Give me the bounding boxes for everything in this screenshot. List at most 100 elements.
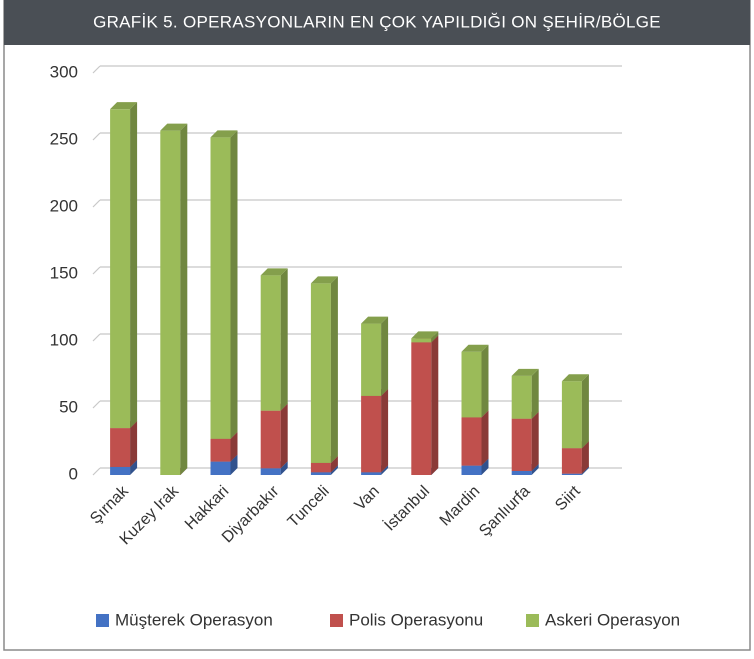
title-bar: [4, 0, 750, 45]
bar-front: [461, 351, 482, 418]
bar-side: [330, 276, 338, 463]
bar-front: [260, 410, 281, 469]
bar-segment: [561, 374, 589, 449]
bar-side: [381, 388, 389, 473]
bar-front: [260, 275, 281, 411]
bar-side: [581, 441, 589, 474]
bar-side: [280, 268, 288, 411]
bar-side: [531, 368, 539, 419]
bar-segment: [310, 276, 338, 463]
bar-top: [461, 344, 489, 352]
bar-segment: [511, 368, 539, 419]
bar-side: [481, 344, 489, 418]
bar-side: [180, 123, 188, 476]
y-tick-label: 0: [69, 464, 78, 483]
bar-side: [230, 431, 238, 462]
bar-front: [511, 418, 532, 471]
bar-top: [411, 331, 439, 339]
bar-front: [511, 470, 532, 475]
bar-side: [531, 463, 539, 475]
bar-top: [210, 130, 238, 138]
grid-line-side: [92, 467, 101, 476]
bar-top: [361, 316, 389, 324]
bar-front: [210, 137, 231, 439]
bar-front: [210, 438, 231, 462]
bar-top: [511, 368, 539, 376]
grid-line-side: [92, 199, 101, 208]
chart-title: GRAFİK 5. OPERASYONLARIN EN ÇOK YAPILDIĞ…: [93, 12, 661, 31]
bar-side: [431, 331, 439, 343]
bar-top: [160, 123, 188, 131]
bar-front: [411, 338, 432, 343]
bar-front: [361, 472, 382, 475]
y-tick-label: 250: [50, 129, 78, 148]
grid-line-side: [92, 132, 101, 141]
bar-segment: [361, 316, 389, 396]
bar-segment: [110, 102, 138, 429]
bar-side: [280, 403, 288, 469]
bar-side: [130, 459, 138, 475]
bar-front: [110, 428, 131, 467]
grid-line-side: [92, 266, 101, 275]
bar-front: [310, 283, 331, 463]
bar-side: [130, 421, 138, 467]
bar-segment: [210, 130, 238, 439]
bar-front: [110, 466, 131, 475]
bar-side: [481, 458, 489, 475]
bar-segment: [260, 403, 288, 469]
bar-front: [160, 130, 181, 475]
bar-side: [581, 374, 589, 449]
legend-swatch: [96, 614, 109, 627]
legend-swatch: [330, 614, 343, 627]
bar-segment: [361, 388, 389, 473]
bar-front: [411, 342, 432, 475]
bar-front: [461, 417, 482, 466]
y-tick-label: 300: [50, 62, 78, 81]
bar-front: [561, 381, 582, 449]
bar-segment: [461, 410, 489, 466]
bar-front: [561, 473, 582, 475]
bar-front: [511, 375, 532, 419]
bar-segment: [511, 411, 539, 471]
bar-top: [310, 276, 338, 284]
legend-label: Askeri Operasyon: [545, 610, 680, 629]
legend-label: Müşterek Operasyon: [115, 610, 273, 629]
bar-front: [310, 462, 331, 473]
bar-side: [280, 461, 288, 475]
bar-side: [381, 316, 389, 396]
bar-side: [230, 130, 238, 439]
bar-segment: [160, 123, 188, 476]
bar-front: [210, 461, 231, 475]
bar-front: [361, 323, 382, 396]
bar-segment: [411, 335, 439, 475]
bar-side: [581, 466, 589, 475]
grid-line-side: [92, 65, 101, 74]
y-tick-label: 50: [59, 397, 78, 416]
bar-front: [461, 465, 482, 475]
bar-side: [481, 410, 489, 466]
grid-line-side: [92, 333, 101, 342]
y-tick-label: 100: [50, 330, 78, 349]
bar-top: [561, 374, 589, 382]
bar-front: [561, 448, 582, 474]
y-tick-label: 150: [50, 263, 78, 282]
bar-side: [130, 102, 138, 429]
bar-segment: [260, 268, 288, 411]
bar-segment: [411, 331, 439, 343]
bar-top: [260, 268, 288, 276]
y-tick-label: 200: [50, 196, 78, 215]
bar-side: [381, 465, 389, 475]
bar-side: [230, 454, 238, 475]
bar-side: [431, 335, 439, 475]
legend-label: Polis Operasyonu: [349, 610, 483, 629]
bar-front: [110, 109, 131, 429]
bar-front: [361, 395, 382, 473]
bar-top: [110, 102, 138, 110]
bar-side: [330, 455, 338, 473]
bar-front: [310, 472, 331, 475]
bar-segment: [461, 344, 489, 418]
bar-side: [531, 411, 539, 471]
grid-line-side: [92, 400, 101, 409]
legend-swatch: [526, 614, 539, 627]
